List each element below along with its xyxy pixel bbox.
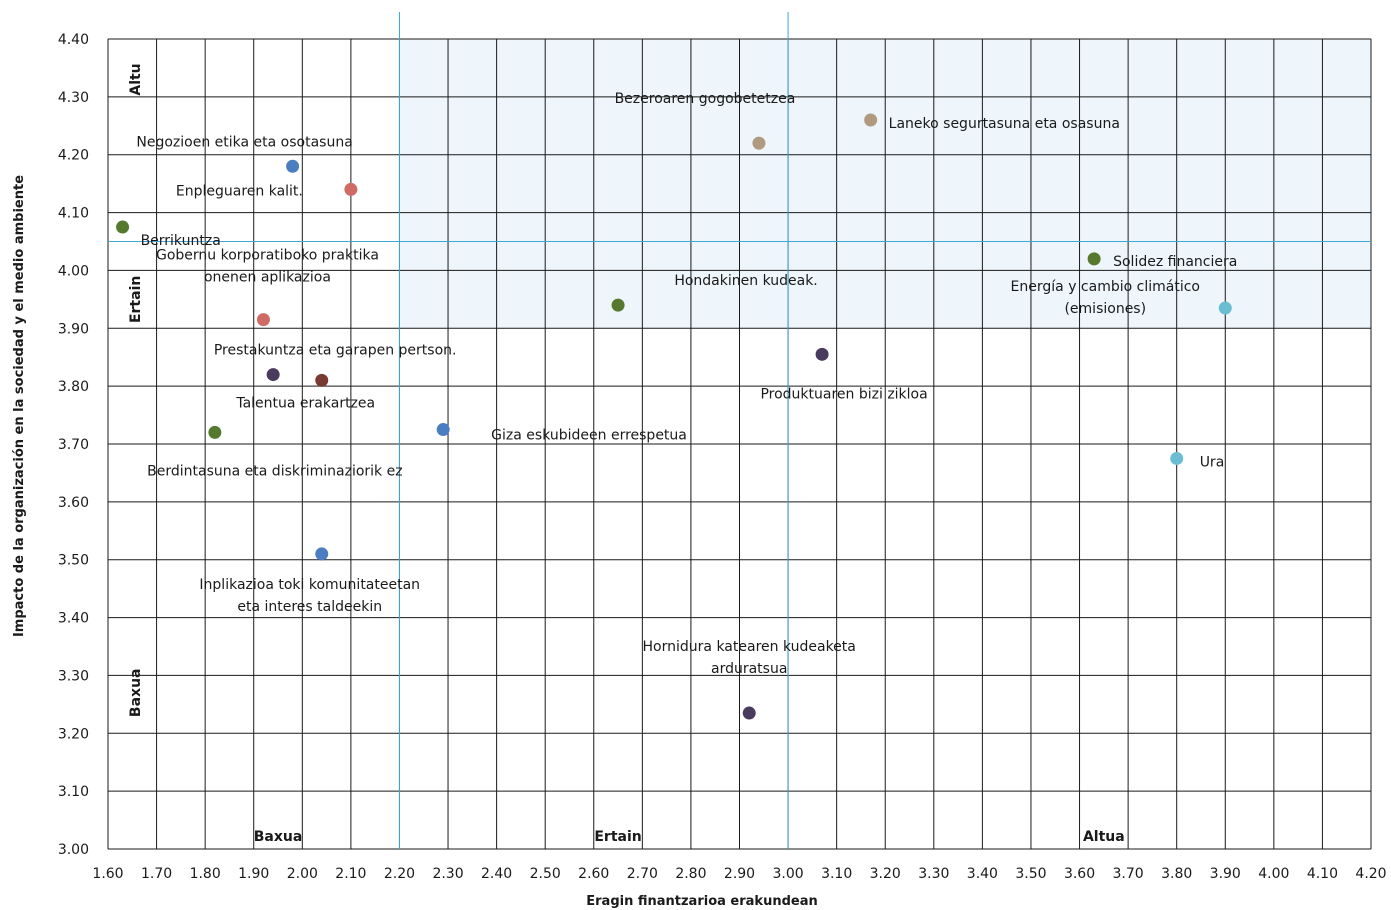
x-tick-label: 1.80 xyxy=(190,866,221,882)
x-tick-label: 2.70 xyxy=(627,866,658,882)
x-tick-label: 3.00 xyxy=(772,866,803,882)
divider-layer xyxy=(108,12,1371,849)
x-tick-label: 2.60 xyxy=(578,866,609,882)
data-point xyxy=(1087,252,1101,266)
x-tick-label: 2.00 xyxy=(287,866,318,882)
x-tick-label: 3.60 xyxy=(1064,866,1095,882)
point-label: Talentua erakartzea xyxy=(235,395,375,411)
x-tick-label: 2.50 xyxy=(530,866,561,882)
x-tick-label: 2.10 xyxy=(335,866,366,882)
y-axis-title: Impacto de la organización en la socieda… xyxy=(12,175,27,637)
x-tick-label: 3.80 xyxy=(1161,866,1192,882)
point-label: Giza eskubideen errespetua xyxy=(491,428,687,444)
data-point xyxy=(752,136,766,150)
data-point xyxy=(611,298,625,312)
x-tick-label: 3.30 xyxy=(918,866,949,882)
x-tick-label: 4.10 xyxy=(1307,866,1338,882)
point-label: Berrikuntza xyxy=(141,233,221,249)
point-label: Berdintasuna eta diskriminaziorik ez xyxy=(147,463,402,479)
y-zone-label: Baxua xyxy=(128,669,144,718)
x-tick-label: 3.50 xyxy=(1015,866,1046,882)
data-point xyxy=(864,113,878,127)
y-tick-label: 3.40 xyxy=(58,611,89,627)
data-point xyxy=(256,313,270,327)
data-points xyxy=(116,113,1232,720)
data-point xyxy=(436,423,450,437)
x-tick-label: 3.70 xyxy=(1113,866,1144,882)
x-zone-label: Altua xyxy=(1083,829,1125,845)
data-point xyxy=(286,159,300,173)
y-tick-label: 3.90 xyxy=(58,321,89,337)
data-point xyxy=(1170,451,1184,465)
y-tick-labels: 3.00 3.10 3.20 3.30 3.40 3.50 3.60 3.70 3.80 3.90… xyxy=(58,32,89,858)
data-point xyxy=(815,347,829,361)
x-tick-label: 3.90 xyxy=(1210,866,1241,882)
data-point xyxy=(344,182,358,196)
x-axis-title: Eragin finantzarioa erakundean xyxy=(586,894,817,909)
x-tick-label: 2.40 xyxy=(481,866,512,882)
x-tick-labels: 1.60 1.70 1.80 1.90 2.00 2.10 2.20 2.30 2.40 2.50… xyxy=(92,866,1386,882)
zone-labels: Baxua Ertain Altua Altu Ertain Baxua xyxy=(128,63,1125,845)
point-label: Enpleguaren kalit. xyxy=(176,183,303,199)
x-zone-label: Ertain xyxy=(594,829,641,845)
y-tick-label: 3.20 xyxy=(58,726,89,742)
point-label: Produktuaren bizi zikloa xyxy=(760,386,927,402)
x-zone-label: Baxua xyxy=(254,829,303,845)
data-point xyxy=(1218,301,1232,315)
x-tick-label: 1.70 xyxy=(141,866,172,882)
point-label: Gobernu korporatiboko praktika onenen apl… xyxy=(156,248,379,286)
point-label: Energía y cambio climático (emisiones) xyxy=(1011,279,1200,317)
y-tick-label: 4.00 xyxy=(58,263,89,279)
x-tick-label: 3.20 xyxy=(870,866,901,882)
y-tick-label: 4.10 xyxy=(58,206,89,222)
x-tick-label: 1.90 xyxy=(238,866,269,882)
y-tick-label: 3.00 xyxy=(58,842,89,858)
grid-layer xyxy=(107,38,1372,850)
x-tick-label: 3.10 xyxy=(821,866,852,882)
point-label: Negozioen etika eta osotasuna xyxy=(136,134,352,150)
point-label: Prestakuntza eta garapen pertson. xyxy=(214,343,457,359)
y-tick-label: 3.10 xyxy=(58,784,89,800)
x-tick-label: 3.40 xyxy=(967,866,998,882)
y-tick-label: 4.30 xyxy=(58,90,89,106)
point-label: Inplikazioa toki komunitateetan eta inter… xyxy=(199,577,420,615)
x-tick-label: 2.20 xyxy=(384,866,415,882)
data-point xyxy=(116,220,130,234)
point-label: Ura xyxy=(1200,454,1225,470)
point-label: Laneko segurtasuna eta osasuna xyxy=(889,116,1120,132)
point-label: Hornidura katearen kudeaketa arduratsua xyxy=(643,639,856,677)
x-tick-label: 4.20 xyxy=(1355,866,1386,882)
y-tick-label: 3.80 xyxy=(58,379,89,395)
y-tick-label: 3.30 xyxy=(58,668,89,684)
y-zone-label: Altu xyxy=(128,63,144,95)
point-label: Solidez financiera xyxy=(1113,254,1237,270)
y-tick-label: 3.50 xyxy=(58,553,89,569)
y-tick-label: 3.60 xyxy=(58,495,89,511)
point-labels: Negozioen etika eta osotasuna Enpleguaren… xyxy=(136,91,1237,677)
x-tick-label: 2.90 xyxy=(724,866,755,882)
x-tick-label: 2.80 xyxy=(675,866,706,882)
point-label: Bezeroaren gogobetetzea xyxy=(615,91,796,107)
data-point xyxy=(208,425,222,439)
y-tick-label: 3.70 xyxy=(58,437,89,453)
data-point xyxy=(315,373,329,387)
x-tick-label: 4.00 xyxy=(1258,866,1289,882)
y-tick-label: 4.20 xyxy=(58,148,89,164)
point-label: Hondakinen kudeak. xyxy=(674,273,817,289)
x-tick-label: 2.30 xyxy=(432,866,463,882)
y-zone-label: Ertain xyxy=(128,276,144,323)
x-tick-label: 1.60 xyxy=(92,866,123,882)
data-point xyxy=(315,547,329,561)
data-point xyxy=(266,368,280,382)
data-point xyxy=(742,706,756,720)
y-tick-label: 4.40 xyxy=(58,32,89,48)
